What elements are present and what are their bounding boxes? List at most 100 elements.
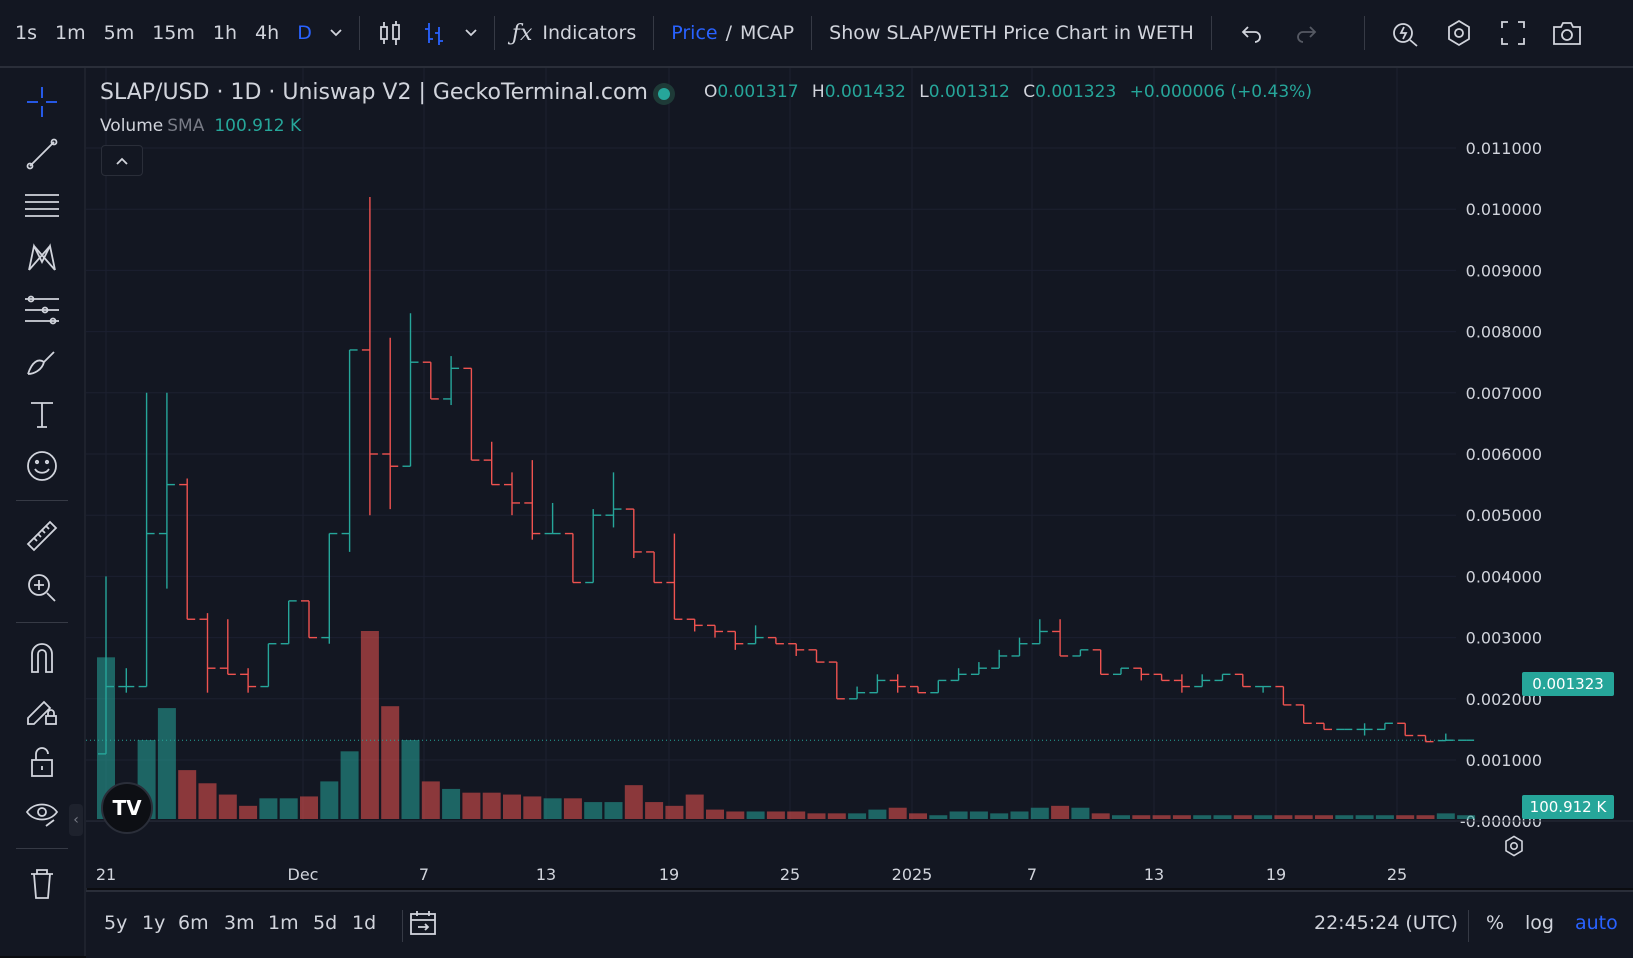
brush-icon[interactable]: [17, 340, 67, 384]
time-axis-tick: 2025: [892, 865, 933, 884]
settings-gear-icon[interactable]: [1437, 11, 1481, 55]
ohlc-bar: [585, 509, 602, 584]
drawing-toolbar: ‹: [0, 68, 87, 956]
volume-bar: [360, 631, 379, 819]
lock-drawings-icon[interactable]: [17, 740, 67, 784]
volume-bar: [462, 792, 481, 819]
interval-d[interactable]: D: [297, 22, 312, 44]
ohlc-bar: [930, 679, 947, 694]
utc-clock[interactable]: 22:45:24 (UTC): [1314, 912, 1458, 934]
ohlc-bar: [219, 619, 236, 676]
volume-bar: [340, 751, 359, 819]
volume-bar: [401, 740, 420, 819]
volume-bar: [848, 813, 867, 819]
range-1d[interactable]: 1d: [352, 912, 377, 934]
pattern-tool-icon[interactable]: [17, 236, 67, 280]
ohlc-bar: [808, 649, 825, 663]
ohlc-bar: [849, 686, 866, 700]
go-to-date-calendar-icon[interactable]: [408, 908, 438, 942]
interval-15m[interactable]: 15m: [152, 22, 195, 44]
chart-pane[interactable]: 0.011000 0.010000 0.009000 0.008000 0.007000…: [86, 68, 1633, 888]
toolbar-separator: [16, 848, 68, 849]
volume-legend[interactable]: Volume SMA 100.912 K: [100, 116, 301, 136]
volume-bar: [1071, 807, 1090, 819]
prediction-tools-icon[interactable]: [17, 288, 67, 332]
ohlc-bar: [991, 649, 1008, 669]
hide-drawings-eye-icon[interactable]: [17, 792, 67, 836]
volume-bar: [706, 809, 724, 819]
range-5d[interactable]: 5d: [313, 912, 338, 934]
undo-icon[interactable]: [1230, 11, 1274, 55]
trend-line-icon[interactable]: [17, 132, 67, 176]
volume-bar: [300, 796, 318, 819]
ohlc-bar: [158, 392, 175, 589]
ohlc-bar: [483, 441, 500, 486]
quick-search-icon[interactable]: [1383, 11, 1427, 55]
interval-4h[interactable]: 4h: [255, 22, 280, 44]
interval-dropdown-chevron-icon[interactable]: [321, 11, 351, 55]
function-fx-icon: ƒx: [511, 20, 533, 46]
range-1y[interactable]: 1y: [142, 912, 166, 934]
interval-1m[interactable]: 1m: [55, 22, 86, 44]
toolbar-separator: [1210, 16, 1212, 50]
volume-bar: [949, 811, 968, 819]
range-1m[interactable]: 1m: [268, 912, 299, 934]
volume-bar: [1355, 815, 1374, 819]
ohlc-bar: [1417, 734, 1434, 743]
tradingview-logo[interactable]: TV: [101, 782, 153, 834]
interval-5m[interactable]: 5m: [103, 22, 135, 44]
weth-price-toggle-button[interactable]: Show SLAP/WETH Price Chart in WETH: [829, 22, 1194, 44]
ohlc-bar: [179, 478, 196, 620]
toolbar-separator: [493, 16, 495, 50]
remove-drawings-trash-icon[interactable]: [17, 862, 67, 906]
toolbar-separator: [653, 16, 655, 50]
volume-bar: [624, 785, 643, 819]
collapse-toolbar-chevron-icon[interactable]: ‹: [69, 804, 83, 836]
ohlc-bar: [1113, 667, 1129, 676]
ruler-measure-icon[interactable]: [17, 514, 67, 558]
screenshot-camera-icon[interactable]: [1545, 11, 1589, 55]
zoom-in-icon[interactable]: [17, 566, 67, 610]
auto-scale-toggle[interactable]: auto: [1575, 912, 1618, 934]
volume-bar: [969, 811, 988, 819]
candles-chart-type-icon[interactable]: [368, 11, 412, 55]
volume-bar: [198, 783, 217, 819]
volume-bar: [868, 809, 887, 819]
axis-settings-gear-icon[interactable]: [1496, 828, 1532, 864]
chart-type-dropdown-chevron-icon[interactable]: [456, 11, 486, 55]
collapse-legend-chevron-up-icon[interactable]: [101, 145, 143, 176]
price-axis-tick: 0.001000: [1466, 751, 1542, 770]
price-chart-svg[interactable]: 0.011000 0.010000 0.009000 0.008000 0.007000…: [86, 68, 1633, 888]
magnet-icon[interactable]: [17, 636, 67, 680]
price-axis-tick: 0.004000: [1466, 567, 1542, 586]
crosshair-cursor-icon[interactable]: [17, 80, 67, 124]
fullscreen-icon[interactable]: [1491, 11, 1535, 55]
top-toolbar: 1s 1m 5m 15m 1h 4h D ƒx Indicators Price / MCA…: [0, 0, 1633, 68]
log-scale-toggle[interactable]: log: [1525, 912, 1554, 934]
ohlc-bar: [1133, 667, 1150, 681]
fib-retracement-icon[interactable]: [17, 184, 67, 228]
symbol-legend-title[interactable]: SLAP/USD · 1D · Uniswap V2 | GeckoTermin…: [100, 80, 648, 105]
close-label: C: [1023, 82, 1036, 102]
ohlc-bar: [1234, 673, 1251, 688]
range-5y[interactable]: 5y: [104, 912, 128, 934]
interval-1s[interactable]: 1s: [15, 22, 37, 44]
text-tool-icon[interactable]: [17, 392, 67, 436]
price-axis-tick: 0.011000: [1466, 139, 1542, 158]
mcap-option[interactable]: MCAP: [740, 22, 795, 44]
ohlc-bar: [910, 685, 926, 694]
toolbar-separator: [16, 622, 68, 623]
range-3m[interactable]: 3m: [224, 912, 255, 934]
stay-in-drawing-mode-icon[interactable]: [17, 688, 67, 732]
price-option[interactable]: Price: [671, 22, 718, 44]
range-6m[interactable]: 6m: [178, 912, 209, 934]
emoji-icon[interactable]: [17, 444, 67, 488]
price-axis-tick: -0.000000: [1460, 812, 1542, 831]
indicators-button[interactable]: ƒx Indicators: [503, 13, 645, 53]
price-mcap-toggle[interactable]: Price / MCAP: [662, 13, 803, 53]
volume-bar: [1335, 815, 1354, 819]
redo-icon[interactable]: [1284, 11, 1328, 55]
interval-1h[interactable]: 1h: [212, 22, 238, 44]
percent-scale-toggle[interactable]: %: [1486, 912, 1505, 934]
bars-chart-type-icon[interactable]: [412, 11, 456, 55]
